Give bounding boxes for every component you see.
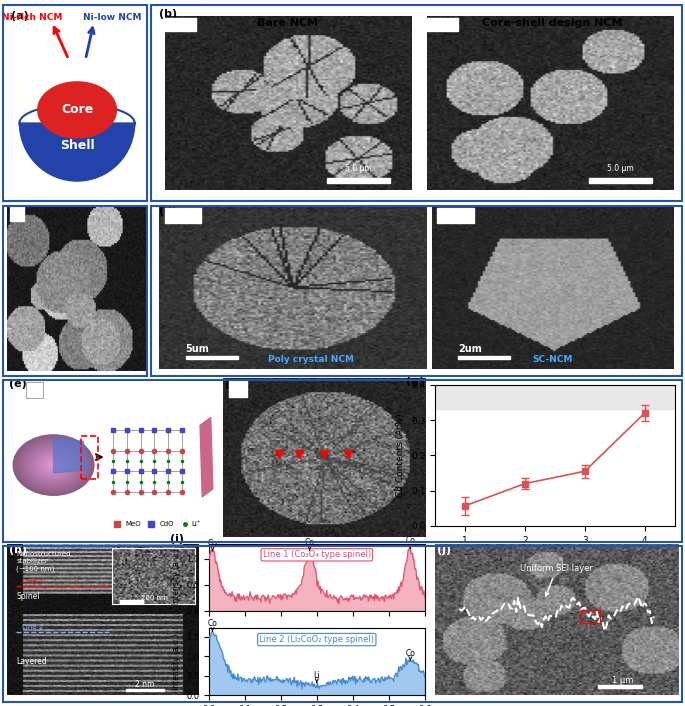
Circle shape <box>23 442 84 488</box>
Bar <box>458 356 510 359</box>
Text: Co: Co <box>208 539 217 551</box>
Text: Li⁺: Li⁺ <box>192 521 201 527</box>
Text: Li: Li <box>314 671 320 683</box>
Bar <box>120 600 143 603</box>
Circle shape <box>30 448 77 483</box>
Text: CdO: CdO <box>160 521 174 527</box>
Text: Co: Co <box>208 619 217 631</box>
Text: 1 μm: 1 μm <box>612 676 633 685</box>
Text: Shell: Shell <box>60 139 95 152</box>
Text: SC-NCM: SC-NCM <box>532 355 573 364</box>
Bar <box>427 18 458 31</box>
Bar <box>589 178 652 183</box>
Circle shape <box>32 448 76 481</box>
Text: Layered: Layered <box>16 657 47 666</box>
Text: Bare NCM: Bare NCM <box>257 18 319 28</box>
Circle shape <box>25 443 83 487</box>
Circle shape <box>44 457 63 472</box>
Text: 2 nm: 2 nm <box>135 681 155 689</box>
Y-axis label: Intensity (a.u.): Intensity (a.u.) <box>171 549 181 605</box>
Text: Uniform SEI layer: Uniform SEI layer <box>520 564 593 596</box>
Circle shape <box>49 462 58 468</box>
Text: Poly crystal NCM: Poly crystal NCM <box>269 355 354 364</box>
Text: 5.0 μm: 5.0 μm <box>345 164 372 173</box>
Text: Line 2: Line 2 <box>22 624 43 630</box>
Circle shape <box>52 464 55 466</box>
Circle shape <box>41 455 66 474</box>
Circle shape <box>18 439 88 491</box>
Circle shape <box>38 454 69 477</box>
Polygon shape <box>200 417 213 497</box>
Circle shape <box>13 435 94 496</box>
Text: Line 2 (Li₂CoO₂ type spinel): Line 2 (Li₂CoO₂ type spinel) <box>260 635 374 644</box>
Text: Nanostructured
stabilizer
(~100 nm): Nanostructured stabilizer (~100 nm) <box>16 551 71 572</box>
Text: Line 1 (Co₃O₄ type spinel): Line 1 (Co₃O₄ type spinel) <box>262 551 371 559</box>
Circle shape <box>40 455 68 475</box>
Text: (d): (d) <box>160 206 177 217</box>
Bar <box>598 685 642 688</box>
Circle shape <box>36 452 72 479</box>
Text: Co: Co <box>406 537 415 548</box>
Bar <box>26 383 43 398</box>
Circle shape <box>42 457 64 474</box>
Circle shape <box>17 438 90 492</box>
Y-axis label: Intensity (a.u.): Intensity (a.u.) <box>171 634 181 690</box>
FancyBboxPatch shape <box>19 20 135 123</box>
Circle shape <box>27 445 80 485</box>
Polygon shape <box>38 82 116 138</box>
Bar <box>435 385 675 409</box>
Text: (j): (j) <box>438 545 451 555</box>
Text: Ni-rich NCM: Ni-rich NCM <box>2 13 62 22</box>
Circle shape <box>45 459 62 472</box>
Bar <box>112 548 195 604</box>
Circle shape <box>20 440 87 490</box>
Text: 5.0 μm: 5.0 μm <box>607 164 634 173</box>
Ellipse shape <box>19 65 135 181</box>
Text: Ni-low NCM: Ni-low NCM <box>83 13 141 22</box>
Circle shape <box>14 436 92 494</box>
X-axis label: Point: Point <box>543 550 567 561</box>
Text: (i): (i) <box>170 534 184 544</box>
Bar <box>229 381 247 397</box>
Bar <box>327 178 390 183</box>
Text: Co: Co <box>305 539 314 550</box>
Text: Core: Core <box>61 104 93 116</box>
Bar <box>126 688 164 691</box>
Text: (g): (g) <box>406 376 424 386</box>
Circle shape <box>26 444 82 486</box>
Bar <box>164 18 196 31</box>
Bar <box>164 208 201 223</box>
Circle shape <box>34 450 73 479</box>
Circle shape <box>29 446 79 484</box>
Circle shape <box>33 450 75 481</box>
Circle shape <box>21 441 86 489</box>
Text: (f): (f) <box>225 379 240 389</box>
Circle shape <box>48 461 59 469</box>
Circle shape <box>47 460 60 470</box>
Text: 5um: 5um <box>186 344 210 354</box>
Text: 200 nm: 200 nm <box>141 595 168 602</box>
Text: (c): (c) <box>8 206 25 217</box>
Text: MeO: MeO <box>126 521 141 527</box>
Text: Co: Co <box>406 649 415 661</box>
Bar <box>437 208 474 223</box>
Text: 2um: 2um <box>458 344 482 354</box>
Polygon shape <box>19 123 135 162</box>
Circle shape <box>16 437 91 493</box>
Text: Spinel: Spinel <box>16 592 40 602</box>
Bar <box>186 356 238 359</box>
Text: (b): (b) <box>160 9 177 19</box>
Text: Line 1: Line 1 <box>22 579 44 585</box>
Y-axis label: Cd Contents (At%): Cd Contents (At%) <box>397 414 406 497</box>
Text: (e): (e) <box>9 379 27 389</box>
Text: Core-shell design NCM: Core-shell design NCM <box>482 18 623 28</box>
Bar <box>581 611 600 623</box>
Circle shape <box>51 463 56 467</box>
Polygon shape <box>53 438 88 473</box>
Text: (a): (a) <box>11 11 29 20</box>
Text: (h): (h) <box>9 545 27 555</box>
Bar <box>10 206 24 222</box>
Circle shape <box>37 453 71 477</box>
